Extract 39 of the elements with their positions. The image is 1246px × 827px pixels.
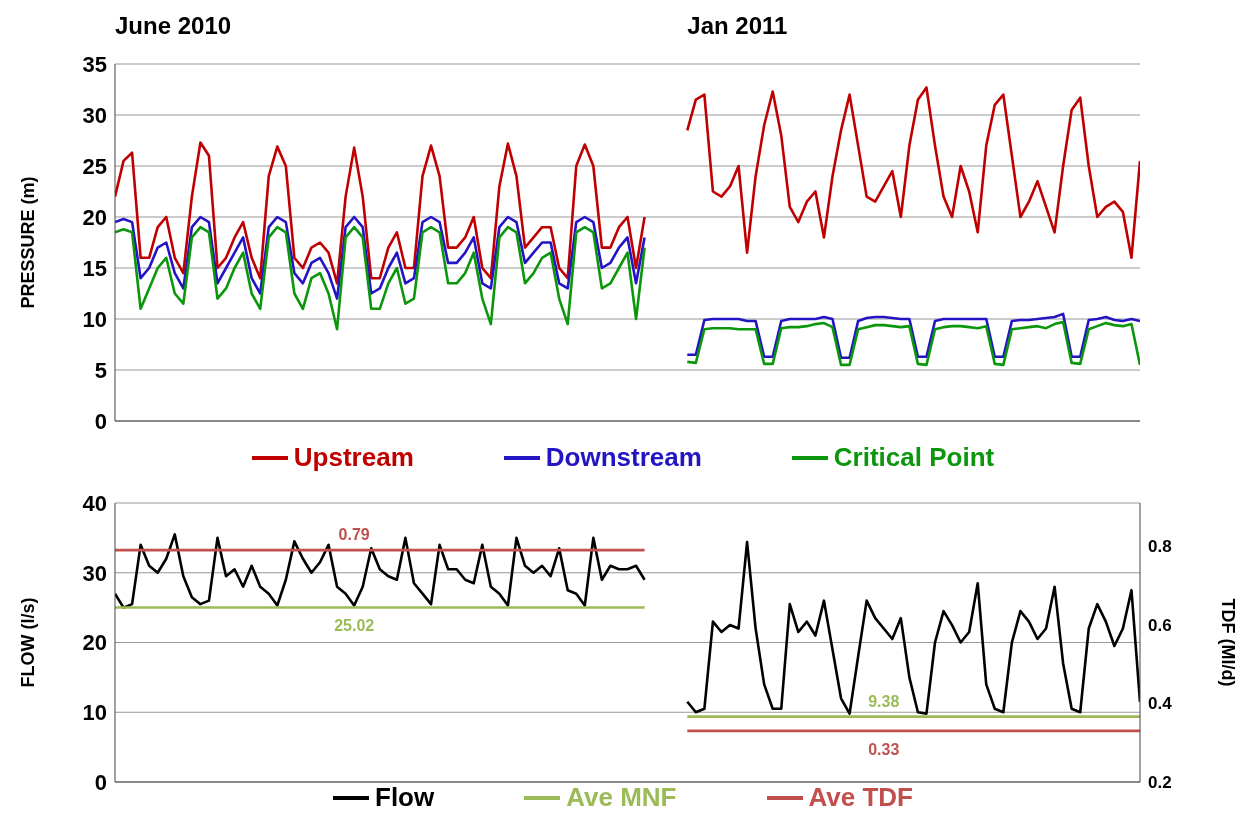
y-tick-label: 40	[82, 490, 107, 516]
data-label: 0.33	[868, 740, 900, 758]
y-tick-label: 25	[82, 153, 107, 179]
line-series	[115, 225, 646, 331]
y-tick-label: 20	[82, 630, 107, 656]
y2-axis-title: TDF (Ml/d)	[1217, 598, 1238, 687]
y-tick-label: 15	[82, 255, 107, 281]
y2-tick-label: 0.2	[1148, 773, 1172, 793]
y-tick-label: 5	[94, 357, 107, 383]
legend-label: Flow	[375, 782, 435, 813]
legend-label: Ave TDF	[808, 782, 913, 813]
data-label: 25.02	[334, 617, 375, 635]
y-axis-title: PRESSURE (m)	[18, 176, 39, 309]
legend-label: Downstream	[545, 442, 702, 473]
legend-label: Upstream	[293, 442, 414, 473]
text: Jan 2011	[687, 12, 788, 40]
y-axis-title: FLOW (l/s)	[18, 597, 39, 688]
data-label: 0.79	[338, 526, 370, 544]
y-tick-label: 10	[82, 700, 107, 726]
y2-tick-label: 0.4	[1148, 694, 1173, 714]
line-series	[685, 320, 1140, 367]
data-label: 9.38	[868, 692, 900, 710]
y-tick-label: 10	[82, 306, 107, 332]
y-tick-label: 0	[94, 408, 107, 434]
line-series	[685, 86, 1140, 260]
legend-label: Ave MNF	[566, 782, 677, 813]
y-tick-label: 0	[94, 769, 107, 795]
line-series	[115, 141, 646, 285]
y-tick-label: 35	[82, 51, 107, 77]
y2-tick-label: 0.8	[1148, 537, 1172, 557]
y-tick-label: 30	[82, 560, 107, 586]
line-series	[685, 540, 1140, 715]
y2-tick-label: 0.6	[1148, 615, 1172, 635]
line-series	[115, 215, 646, 300]
text: June 2010	[115, 12, 232, 40]
line-series	[685, 312, 1140, 360]
y-tick-label: 20	[82, 204, 107, 230]
y-tick-label: 30	[82, 102, 107, 128]
legend-label: Critical Point	[833, 442, 995, 473]
